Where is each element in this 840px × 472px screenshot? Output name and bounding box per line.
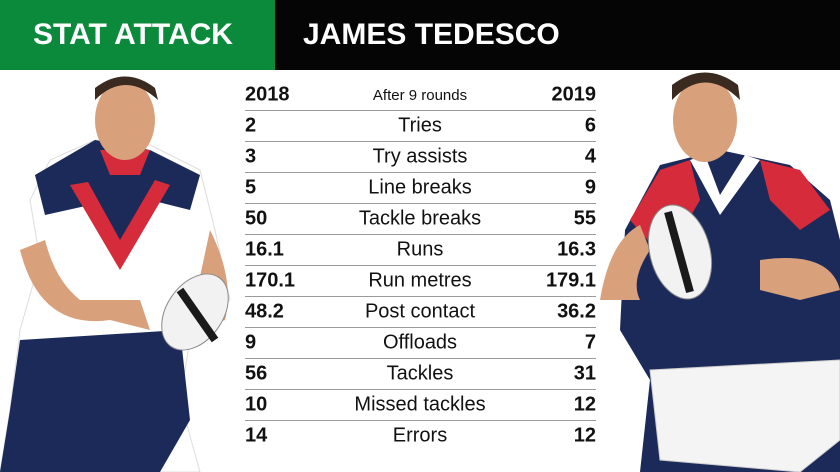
stat-label: Line breaks xyxy=(368,176,471,198)
stat-2019: 16.3 xyxy=(557,238,596,260)
stat-2019: 12 xyxy=(574,393,596,415)
col-mid: After 9 rounds xyxy=(373,87,467,104)
stat-2018: 3 xyxy=(245,145,256,167)
stat-label: Run metres xyxy=(368,269,471,291)
col-right: 2019 xyxy=(552,83,597,105)
right-player xyxy=(600,72,840,472)
stat-2019: 31 xyxy=(574,362,596,384)
stat-2018: 2 xyxy=(245,114,256,136)
stat-2018: 56 xyxy=(245,362,267,384)
stat-2018: 50 xyxy=(245,207,267,229)
stat-label: Missed tackles xyxy=(354,393,485,415)
stat-label: Tries xyxy=(398,114,442,136)
stat-label: Post contact xyxy=(365,300,476,322)
stats-table: 2018 After 9 rounds 2019 2 Tries 6 3 Try assist… xyxy=(245,83,597,446)
stat-2018: 170.1 xyxy=(245,269,295,291)
stat-2019: 12 xyxy=(574,424,596,446)
title: JAMES TEDESCO xyxy=(303,18,560,51)
stat-2018: 10 xyxy=(245,393,267,415)
stat-2019: 36.2 xyxy=(557,300,596,322)
stat-2018: 14 xyxy=(245,424,268,446)
stat-2018: 16.1 xyxy=(245,238,284,260)
stat-2019: 4 xyxy=(585,145,597,167)
left-player xyxy=(0,76,231,472)
stat-2019: 9 xyxy=(585,176,596,198)
stat-2018: 48.2 xyxy=(245,300,284,322)
tag: STAT ATTACK xyxy=(33,18,233,51)
stat-label: Runs xyxy=(397,238,444,260)
stat-label: Try assists xyxy=(373,145,468,167)
col-left: 2018 xyxy=(245,83,290,105)
stat-2019: 6 xyxy=(585,114,596,136)
tag-bg xyxy=(0,0,275,70)
stat-label: Offloads xyxy=(383,331,457,353)
stat-label: Errors xyxy=(393,424,447,446)
stat-2019: 7 xyxy=(585,331,596,353)
stat-label: Tackles xyxy=(387,362,454,384)
title-bg xyxy=(275,0,840,70)
stat-2019: 55 xyxy=(574,207,596,229)
stat-2018: 9 xyxy=(245,331,256,353)
stat-label: Tackle breaks xyxy=(359,207,481,229)
stat-2019: 179.1 xyxy=(546,269,596,291)
stat-2018: 5 xyxy=(245,176,256,198)
